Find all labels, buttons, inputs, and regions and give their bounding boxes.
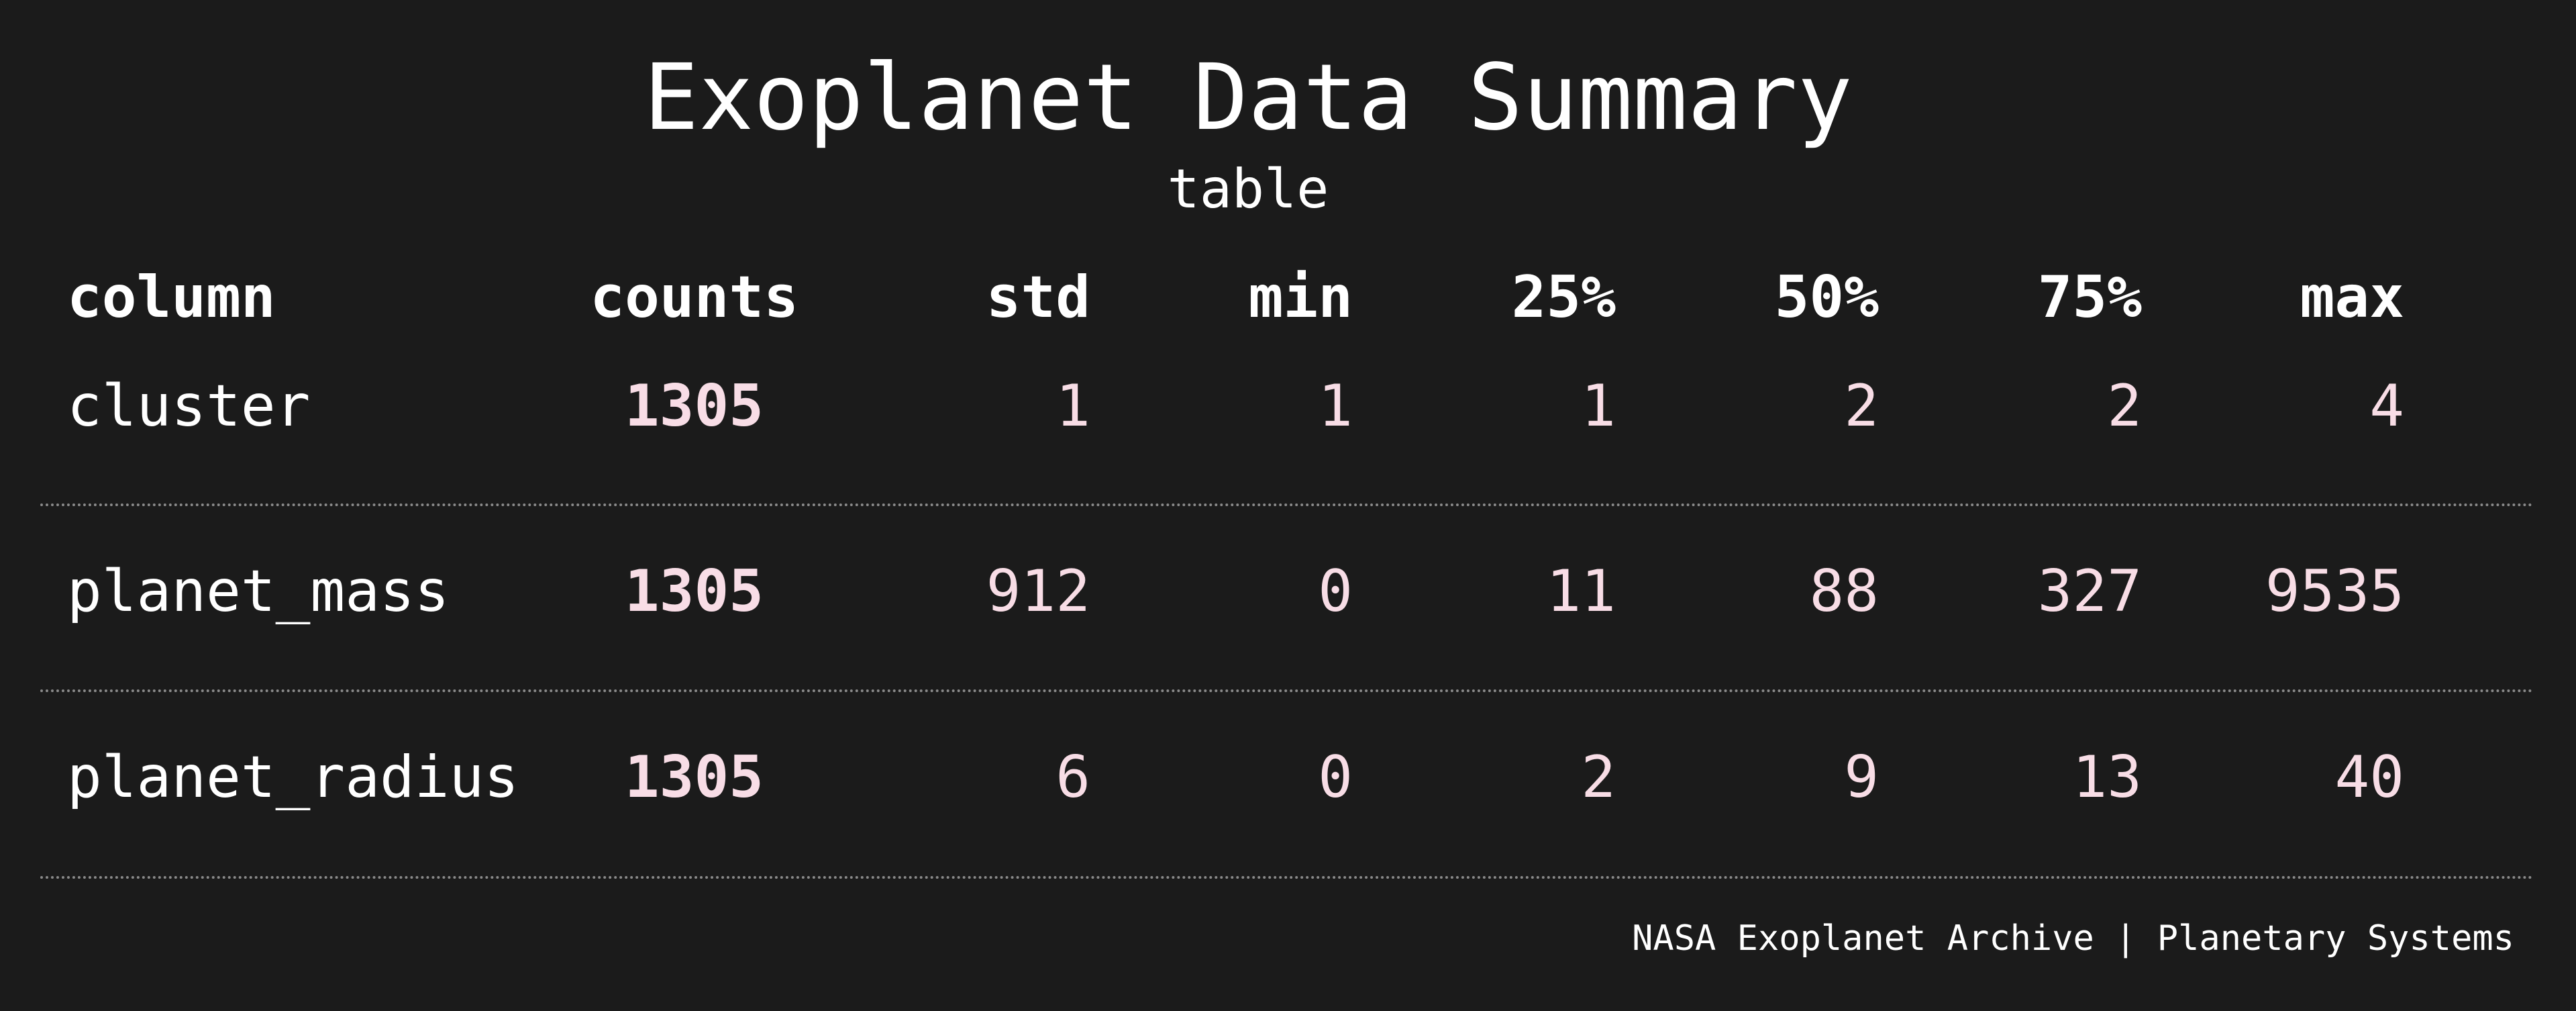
cell-planet-mass-75pct: 327 — [2037, 558, 2142, 625]
cell-planet-radius-min: 0 — [1318, 744, 1353, 811]
row-label-cluster: cluster — [67, 373, 311, 440]
chart-subtitle: table — [1167, 158, 1329, 220]
header-column: column — [67, 264, 276, 331]
row-divider — [40, 876, 2534, 879]
header-50pct: 50% — [1774, 264, 1879, 331]
row-label-planet-mass: planet_mass — [67, 558, 450, 625]
cell-cluster-50pct: 2 — [1844, 373, 1879, 440]
chart-title: Exoplanet Data Summary — [643, 45, 1853, 151]
cell-planet-radius-75pct: 13 — [2072, 744, 2142, 811]
header-max: max — [2300, 264, 2404, 331]
cell-planet-radius-max: 40 — [2334, 744, 2404, 811]
row-divider — [40, 689, 2534, 692]
cell-cluster-min: 1 — [1318, 373, 1353, 440]
cell-planet-mass-min: 0 — [1318, 558, 1353, 625]
cell-planet-radius-std: 6 — [1055, 744, 1090, 811]
header-min: min — [1248, 264, 1353, 331]
cell-cluster-std: 1 — [1055, 373, 1090, 440]
cell-cluster-max: 4 — [2369, 373, 2404, 440]
cell-planet-mass-25pct: 11 — [1546, 558, 1616, 625]
cell-cluster-75pct: 2 — [2107, 373, 2142, 440]
header-25pct: 25% — [1511, 264, 1616, 331]
cell-planet-radius-25pct: 2 — [1581, 744, 1616, 811]
cell-planet-mass-max: 9535 — [2265, 558, 2404, 625]
header-75pct: 75% — [2037, 264, 2142, 331]
header-std: std — [986, 264, 1090, 331]
row-label-planet-radius: planet_radius — [67, 744, 519, 811]
cell-cluster-25pct: 1 — [1581, 373, 1616, 440]
source-footer: NASA Exoplanet Archive | Planetary Syste… — [1632, 918, 2514, 959]
cell-planet-radius-50pct: 9 — [1844, 744, 1879, 811]
cell-cluster-counts: 1305 — [624, 373, 764, 440]
cell-planet-mass-std: 912 — [986, 558, 1090, 625]
row-divider — [40, 503, 2534, 506]
header-counts: counts — [590, 264, 798, 331]
cell-planet-mass-counts: 1305 — [624, 558, 764, 625]
cell-planet-mass-50pct: 88 — [1809, 558, 1879, 625]
cell-planet-radius-counts: 1305 — [624, 744, 764, 811]
